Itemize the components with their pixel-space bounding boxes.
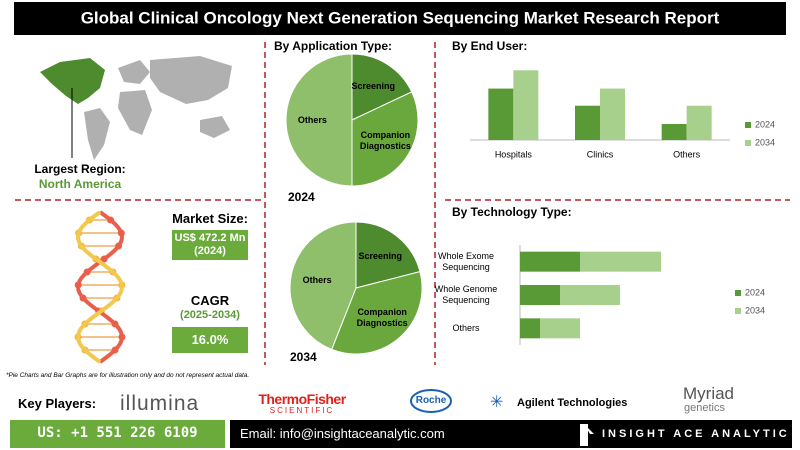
footnote: *Pie Charts and Bar Graphs are for illus…	[6, 372, 250, 379]
chart-title: By Application Type:	[274, 39, 392, 53]
pie-slice	[351, 53, 413, 121]
legend-label: 2024	[755, 119, 775, 129]
bar	[520, 318, 540, 339]
map-asia	[150, 56, 232, 104]
title-bar	[14, 2, 786, 35]
cagr-period: (2025-2034)	[180, 309, 240, 321]
region-label: Largest Region:	[34, 162, 126, 176]
x-tick-label: Hospitals	[495, 149, 533, 159]
legend-swatch	[735, 290, 741, 296]
agilent-mark: ✳	[490, 394, 504, 411]
bar	[520, 251, 580, 272]
company-logo: illumina	[120, 392, 200, 415]
title: Global Clinical Oncology Next Generation…	[81, 8, 720, 27]
key-players-label: Key Players:	[18, 396, 97, 411]
market-size-box	[172, 230, 248, 260]
region-value: North America	[38, 177, 122, 191]
bar	[520, 285, 560, 305]
bar	[686, 105, 712, 140]
chart-title: By Technology Type:	[452, 205, 572, 219]
legend-label: 2034	[745, 305, 765, 315]
map-africa	[118, 90, 152, 135]
pie-slice	[285, 53, 353, 187]
dna-strand	[75, 210, 124, 364]
contact-bar	[230, 420, 792, 448]
map-south-america	[84, 108, 110, 160]
cagr-label: CAGR	[190, 293, 230, 308]
email: Email: info@insightaceanalytic.com	[240, 426, 445, 441]
bar	[560, 285, 620, 305]
roche-logo	[410, 389, 452, 413]
slice-label: Screening	[358, 251, 403, 262]
map-north-america	[40, 58, 105, 104]
bar	[575, 105, 600, 140]
market-size-value: US$ 472.2 Mn (2024)	[174, 232, 246, 257]
brand-logo	[580, 424, 594, 446]
bar	[488, 88, 514, 140]
market-size-label: Market Size:	[172, 211, 248, 226]
legend-swatch	[735, 308, 741, 314]
cagr-box	[172, 327, 248, 353]
dna-illustration	[74, 210, 126, 364]
pie-slice	[331, 270, 423, 355]
company-logo: Agilent Technologies	[517, 397, 628, 409]
company-logo: Myriad	[683, 384, 735, 403]
world-map	[40, 56, 232, 160]
cagr-value: 16.0%	[191, 332, 229, 347]
chart-subtitle: 2024	[288, 190, 315, 204]
chart-subtitle: 2034	[290, 350, 317, 364]
legend-label: 2024	[745, 287, 765, 297]
slice-label: Companion Diagnostics	[359, 130, 411, 152]
x-tick-label: Clinics	[587, 149, 614, 159]
map-australia	[200, 116, 230, 138]
map-europe	[118, 60, 150, 84]
bar	[580, 251, 661, 272]
slice-label: Companion Diagnostics	[356, 306, 408, 328]
slice-label: Screening	[351, 81, 395, 92]
legend-swatch	[745, 122, 751, 128]
slice-label: Others	[297, 114, 327, 125]
pie-slice	[351, 91, 419, 187]
slice-label: Others	[302, 275, 332, 286]
bar	[661, 124, 687, 140]
chart-title: By End User:	[452, 39, 527, 53]
bar	[600, 88, 625, 140]
company-logo-sub: SCIENTIFIC	[269, 406, 335, 415]
phone-bar	[10, 420, 225, 448]
bar	[540, 318, 580, 339]
y-tick-label: Whole Genome Sequencing	[434, 284, 498, 305]
x-tick-label: Others	[673, 149, 701, 159]
dna-strand	[76, 210, 125, 364]
pie-slice	[355, 221, 421, 289]
y-tick-label: Others	[452, 322, 480, 333]
y-tick-label: Whole Exome Sequencing	[437, 250, 495, 272]
bar	[513, 70, 539, 140]
legend-swatch	[745, 140, 751, 146]
legend-label: 2034	[755, 137, 775, 147]
company-logo: Roche	[415, 395, 447, 406]
phone: US: +1 551 226 6109	[37, 425, 198, 441]
company-logo-sub: genetics	[684, 402, 725, 414]
company-logo: ThermoFisher	[258, 391, 346, 407]
brand: INSIGHT ACE ANALYTIC	[602, 428, 790, 440]
pie-slice	[289, 221, 357, 351]
